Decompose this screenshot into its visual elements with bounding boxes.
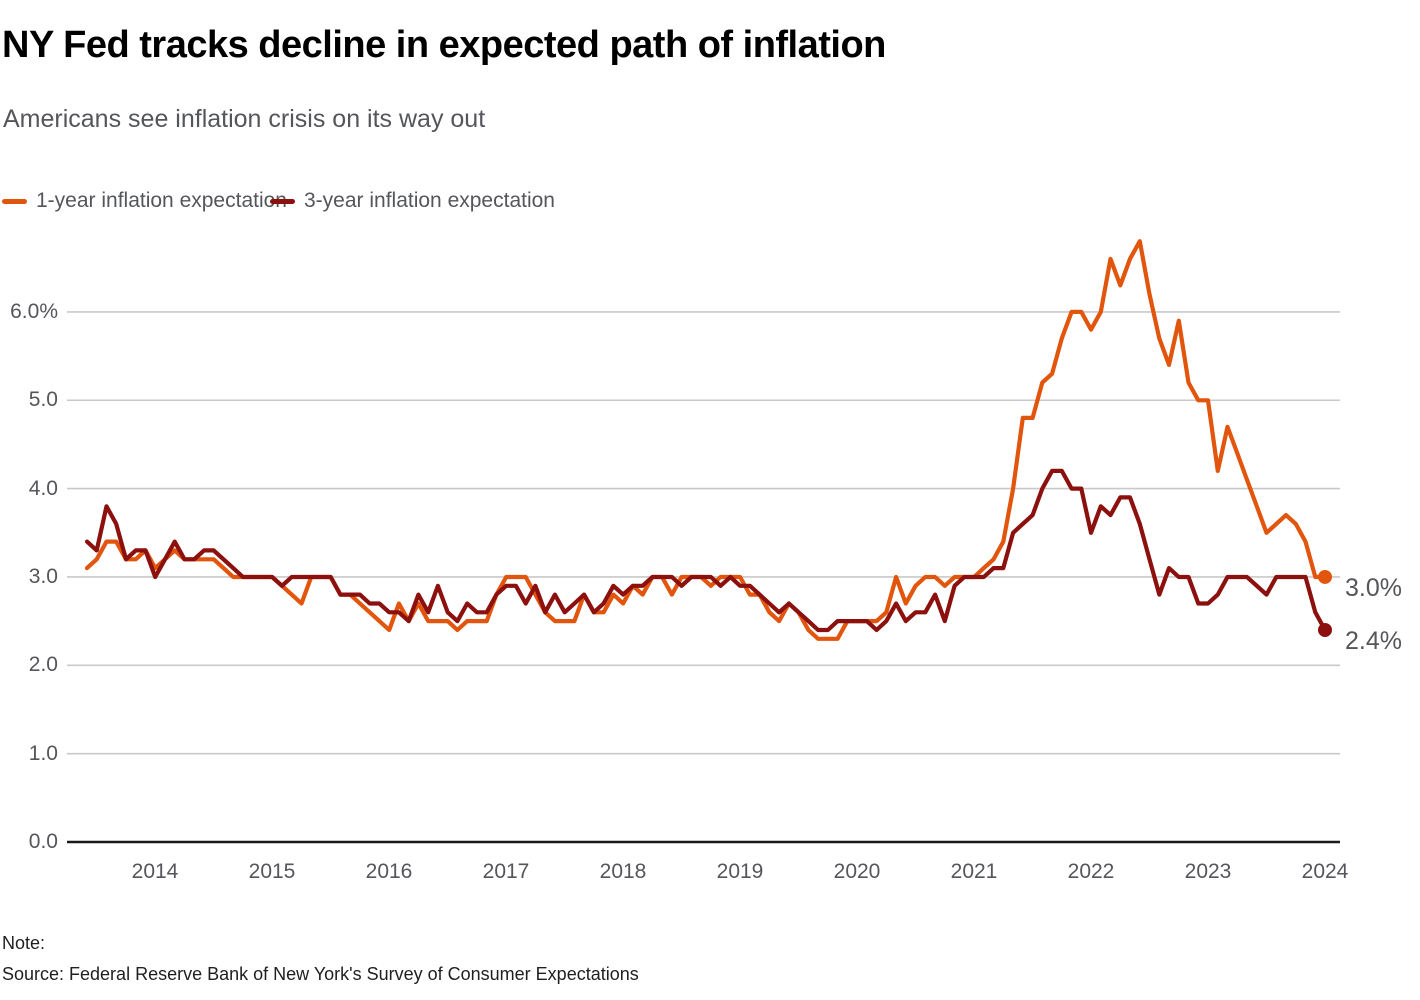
x-axis-tick-label: 2019	[716, 860, 764, 883]
chart-title: NY Fed tracks decline in expected path o…	[2, 24, 886, 66]
series-end-dot-1-year	[1318, 569, 1332, 584]
y-axis-tick-label: 4.0	[28, 476, 58, 500]
y-axis-tick-label: 3.0	[28, 564, 58, 588]
x-axis-tick-label: 2024	[1301, 860, 1349, 883]
x-axis-tick-label: 2014	[131, 860, 179, 883]
legend-item-1-year: 1-year inflation expectation	[2, 189, 287, 213]
x-axis-tick-label: 2018	[599, 860, 647, 883]
legend-item-3-year: 3-year inflation expectation	[270, 189, 555, 213]
y-axis-tick-label: 2.0	[28, 653, 58, 677]
legend-label-3-year: 3-year inflation expectation	[304, 189, 555, 212]
series-end-label-3-year: 2.4%	[1345, 626, 1402, 655]
x-axis-tick-label: 2022	[1067, 860, 1115, 883]
y-axis-tick-label: 5.0	[28, 388, 58, 412]
series-end-dot-3-year	[1318, 622, 1332, 637]
series-end-label-1-year: 3.0%	[1345, 573, 1402, 602]
series-line-1-year	[84, 239, 1328, 641]
x-axis-tick-label: 2016	[365, 860, 413, 883]
x-axis-tick-label: 2015	[248, 860, 296, 883]
y-axis-tick-label: 1.0	[28, 741, 58, 765]
legend-swatch-3-year-icon	[270, 198, 295, 204]
x-axis-tick-label: 2023	[1184, 860, 1232, 883]
series-line-3-year	[84, 468, 1328, 633]
x-axis-tick-label: 2020	[833, 860, 881, 883]
legend-swatch-1-year-icon	[2, 198, 27, 204]
y-axis-tick-label: 6.0%	[10, 299, 58, 323]
source-line: Source: Federal Reserve Bank of New York…	[2, 964, 639, 984]
note-label: Note:	[2, 933, 46, 953]
x-axis-tick-label: 2021	[950, 860, 998, 883]
x-axis-tick-label: 2017	[482, 860, 530, 883]
legend-label-1-year: 1-year inflation expectation	[36, 189, 287, 212]
chart-subtitle: Americans see inflation crisis on its wa…	[3, 105, 486, 133]
y-axis-tick-label: 0.0	[28, 830, 58, 853]
